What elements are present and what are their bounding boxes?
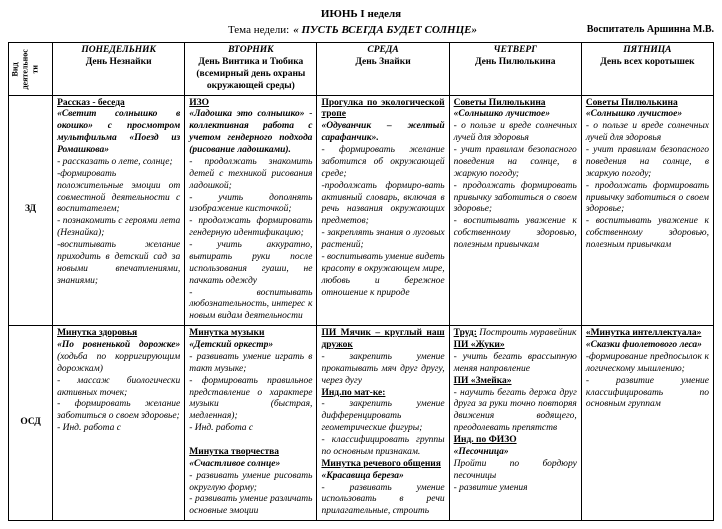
zd-wed: Прогулка по экологической тропе «Одуванч… <box>317 95 449 326</box>
zd-thu: Советы Пилюлькина «Солнышко лучистое» - … <box>449 95 581 326</box>
col-tue: ВТОРНИКДень Винтика и Тюбика (всемирный … <box>185 43 317 96</box>
osd-mon: Минутка здоровья «По ровненькой дорожке»… <box>53 326 185 521</box>
osd-fri: «Минутка интеллектуала» «Сказки фиолетов… <box>581 326 713 521</box>
col-thu: ЧЕТВЕРГДень Пилюлькина <box>449 43 581 96</box>
zd-mon: Рассказ - беседа «Светит солнышко в окош… <box>53 95 185 326</box>
row-zd: ЗД Рассказ - беседа «Светит солнышко в о… <box>9 95 714 326</box>
col-mon: ПОНЕДЕЛЬНИКДень Незнайки <box>53 43 185 96</box>
week-title: ИЮНЬ I неделя <box>8 8 714 20</box>
zd-tue: ИЗО «Ладошка это солнышко» - коллективна… <box>185 95 317 326</box>
osd-wed: ПИ Мячик – круглый наш дружок - закрепит… <box>317 326 449 521</box>
teacher-name: Воспитатель Аршинна М.В. <box>587 24 714 36</box>
theme-label: Тема недели: <box>228 24 289 36</box>
theme-row: Тема недели: « ПУСТЬ ВСЕГДА БУДЕТ СОЛНЦЕ… <box>8 24 714 36</box>
col-wed: СРЕДАДень Знайки <box>317 43 449 96</box>
zd-fri: Советы Пилюлькина «Солнышко лучистое» - … <box>581 95 713 326</box>
osd-thu: Труд: Построить муравейник ПИ «Жуки» - у… <box>449 326 581 521</box>
schedule-table: Вид деятельнос ти ПОНЕДЕЛЬНИКДень Незнай… <box>8 42 714 521</box>
row-osd-label: ОСД <box>9 326 53 521</box>
theme-title: « ПУСТЬ ВСЕГДА БУДЕТ СОЛНЦЕ» <box>293 24 477 36</box>
col-fri: ПЯТНИЦАДень всех коротышек <box>581 43 713 96</box>
row-osd: ОСД Минутка здоровья «По ровненькой доро… <box>9 326 714 521</box>
row-zd-label: ЗД <box>9 95 53 326</box>
osd-tue: Минутка музыки «Детский оркестр» - разви… <box>185 326 317 521</box>
side-label: Вид деятельнос ти <box>9 43 53 96</box>
